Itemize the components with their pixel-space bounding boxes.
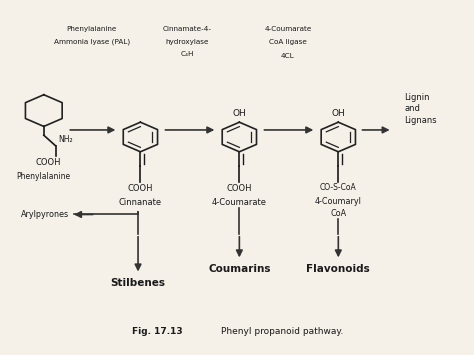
Text: CO-S-CoA: CO-S-CoA — [320, 183, 357, 192]
Text: Lignin: Lignin — [404, 93, 430, 102]
Text: hydroxylase: hydroxylase — [166, 39, 210, 45]
Text: Phenyl propanoid pathway.: Phenyl propanoid pathway. — [220, 327, 343, 336]
Text: Stilbenes: Stilbenes — [110, 278, 165, 288]
Text: Flavonoids: Flavonoids — [306, 264, 370, 274]
Text: 4-Coumarate: 4-Coumarate — [264, 26, 311, 32]
Text: OH: OH — [232, 109, 246, 118]
Text: OH: OH — [331, 109, 345, 118]
Text: 4-Coumarate: 4-Coumarate — [212, 198, 267, 207]
Text: COOH: COOH — [227, 184, 252, 192]
Text: Arylpyrones: Arylpyrones — [21, 210, 69, 219]
Text: CoA ligase: CoA ligase — [269, 39, 307, 45]
Text: COOH: COOH — [36, 158, 61, 167]
Text: Phenylalanine: Phenylalanine — [67, 26, 117, 32]
Text: Ammonia lyase (PAL): Ammonia lyase (PAL) — [54, 39, 130, 45]
Text: Fig. 17.13: Fig. 17.13 — [132, 327, 182, 336]
Text: Phenylalanine: Phenylalanine — [17, 172, 71, 181]
Text: C₄H: C₄H — [181, 51, 194, 57]
Text: and: and — [404, 104, 420, 113]
Text: NH₂: NH₂ — [58, 135, 73, 143]
Text: CoA: CoA — [330, 209, 346, 218]
Text: Lignans: Lignans — [404, 116, 437, 125]
Text: Cinnamate-4-: Cinnamate-4- — [163, 26, 212, 32]
Text: COOH: COOH — [128, 184, 153, 192]
Text: Coumarins: Coumarins — [208, 264, 271, 274]
Text: Cinnanate: Cinnanate — [119, 198, 162, 207]
Text: 4-Coumaryl: 4-Coumaryl — [315, 197, 362, 206]
Text: 4CL: 4CL — [281, 53, 295, 59]
